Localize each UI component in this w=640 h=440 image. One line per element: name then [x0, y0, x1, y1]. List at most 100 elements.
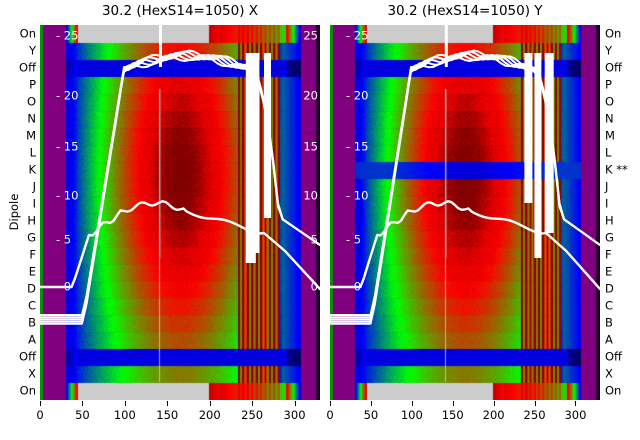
- panel-title-y: 30.2 (HexS14=1050) Y: [387, 3, 543, 19]
- category-tick-label: F: [29, 247, 36, 262]
- x-tick-label: 250: [523, 408, 546, 422]
- category-tick-label: Off: [19, 349, 36, 364]
- x-tick-mark: [252, 401, 254, 406]
- overlay-traces-x: [40, 25, 320, 325]
- x-tick-label: 300: [564, 408, 587, 422]
- overlay-peak-bar: [524, 53, 533, 203]
- overlay-trace: [330, 49, 600, 316]
- category-tick-label: Off: [19, 60, 36, 75]
- category-tick-label: N: [27, 111, 36, 126]
- category-tick-label: I: [32, 196, 36, 211]
- overlay-trace: [40, 50, 320, 319]
- overlay-peak-bar: [245, 53, 256, 263]
- x-tick-label: 0: [326, 408, 334, 422]
- overlay-trace: [330, 50, 600, 319]
- heatmap-image-x: [40, 25, 320, 400]
- category-tick-label: Y: [605, 43, 613, 58]
- overlay-peak-bar: [159, 25, 162, 67]
- overlay-trace: [330, 53, 600, 323]
- x-tick-mark: [493, 401, 495, 406]
- overlay-trace: [40, 51, 320, 321]
- category-tick-label: On: [19, 26, 36, 41]
- category-tick-label: M: [26, 128, 36, 143]
- category-axis-right: On Y Off P O N M L K ** J I H G F E D C B A Off X On: [602, 25, 636, 400]
- category-tick-label: Y: [28, 43, 36, 58]
- x-tick-label: 200: [198, 408, 221, 422]
- overlay-peak-bar: [534, 53, 542, 258]
- overlay-trace: [40, 49, 320, 316]
- x-tick-label: 50: [363, 408, 379, 422]
- category-tick-label: C: [605, 298, 614, 313]
- category-axis-left: On Y Off P O N M L K J I H G F E D C B A Off X On: [4, 25, 38, 400]
- x-axis-right: 0 50 100 150 200 250 300: [326, 401, 600, 435]
- category-tick-label: B: [605, 315, 613, 330]
- overlay-trace: [40, 200, 320, 291]
- category-tick-label: H: [605, 213, 614, 228]
- category-tick-label: F: [605, 247, 612, 262]
- heatmap-panel-y[interactable]: [330, 25, 600, 400]
- category-tick-label: P: [605, 77, 612, 92]
- category-tick-label: On: [605, 26, 622, 41]
- category-tick-label: On: [605, 383, 622, 398]
- category-tick-label: Off: [605, 349, 622, 364]
- x-tick-mark: [209, 401, 211, 406]
- x-tick-mark: [294, 401, 296, 406]
- category-tick-label: A: [28, 332, 36, 347]
- category-tick-label: I: [605, 196, 609, 211]
- category-tick-label: Off: [605, 60, 622, 75]
- category-tick-label: X: [605, 366, 613, 381]
- x-tick-mark: [40, 401, 41, 406]
- x-tick-mark: [167, 401, 169, 406]
- category-tick-label: P: [29, 77, 36, 92]
- x-tick-mark: [411, 401, 413, 406]
- category-tick-label: J: [32, 179, 36, 194]
- x-tick-label: 100: [113, 408, 136, 422]
- heatmap-image-y: [330, 25, 600, 400]
- x-tick-label: 150: [156, 408, 179, 422]
- category-tick-label: K **: [605, 162, 628, 177]
- x-tick-label: 200: [482, 408, 505, 422]
- overlay-peak-bar: [544, 53, 554, 233]
- category-tick-label: J: [605, 179, 609, 194]
- overlay-traces-y: [330, 25, 600, 325]
- panel-title-x: 30.2 (HexS14=1050) X: [101, 3, 259, 19]
- overlay-peak-bar: [264, 53, 271, 218]
- category-tick-label: M: [605, 128, 615, 143]
- overlay-trace: [40, 53, 320, 323]
- category-tick-label: A: [605, 332, 613, 347]
- category-tick-label: H: [27, 213, 36, 228]
- category-tick-label: E: [605, 264, 613, 279]
- category-tick-label: X: [28, 366, 36, 381]
- category-tick-label: G: [27, 230, 36, 245]
- category-tick-label: D: [27, 281, 36, 296]
- category-tick-label: C: [27, 298, 36, 313]
- x-tick-mark: [534, 401, 536, 406]
- overlay-trace: [330, 54, 600, 325]
- x-tick-label: 50: [75, 408, 90, 422]
- category-tick-label: N: [605, 111, 614, 126]
- category-tick-label: E: [28, 264, 36, 279]
- x-tick-label: 0: [36, 408, 44, 422]
- category-tick-label: L: [29, 145, 36, 160]
- category-tick-label: L: [605, 145, 612, 160]
- category-tick-label: G: [605, 230, 614, 245]
- x-axis-left: 0 50 100 150 200 250 300: [36, 401, 320, 435]
- x-tick-mark: [330, 401, 331, 406]
- category-tick-label: O: [605, 94, 615, 109]
- overlay-peak-bar: [253, 53, 260, 253]
- overlay-peak-bar: [444, 25, 448, 67]
- category-tick-label: O: [26, 94, 36, 109]
- category-tick-label: D: [605, 281, 614, 296]
- x-tick-mark: [124, 401, 126, 406]
- overlay-trace: [40, 54, 320, 325]
- overlay-trace: [330, 200, 600, 291]
- x-tick-mark: [575, 401, 577, 406]
- category-tick-label: On: [19, 383, 36, 398]
- x-tick-mark: [370, 401, 372, 406]
- x-tick-mark: [452, 401, 454, 406]
- category-tick-label: K: [28, 162, 36, 177]
- heatmap-panel-x[interactable]: [40, 25, 320, 400]
- x-tick-label: 100: [400, 408, 423, 422]
- x-tick-mark: [82, 401, 84, 406]
